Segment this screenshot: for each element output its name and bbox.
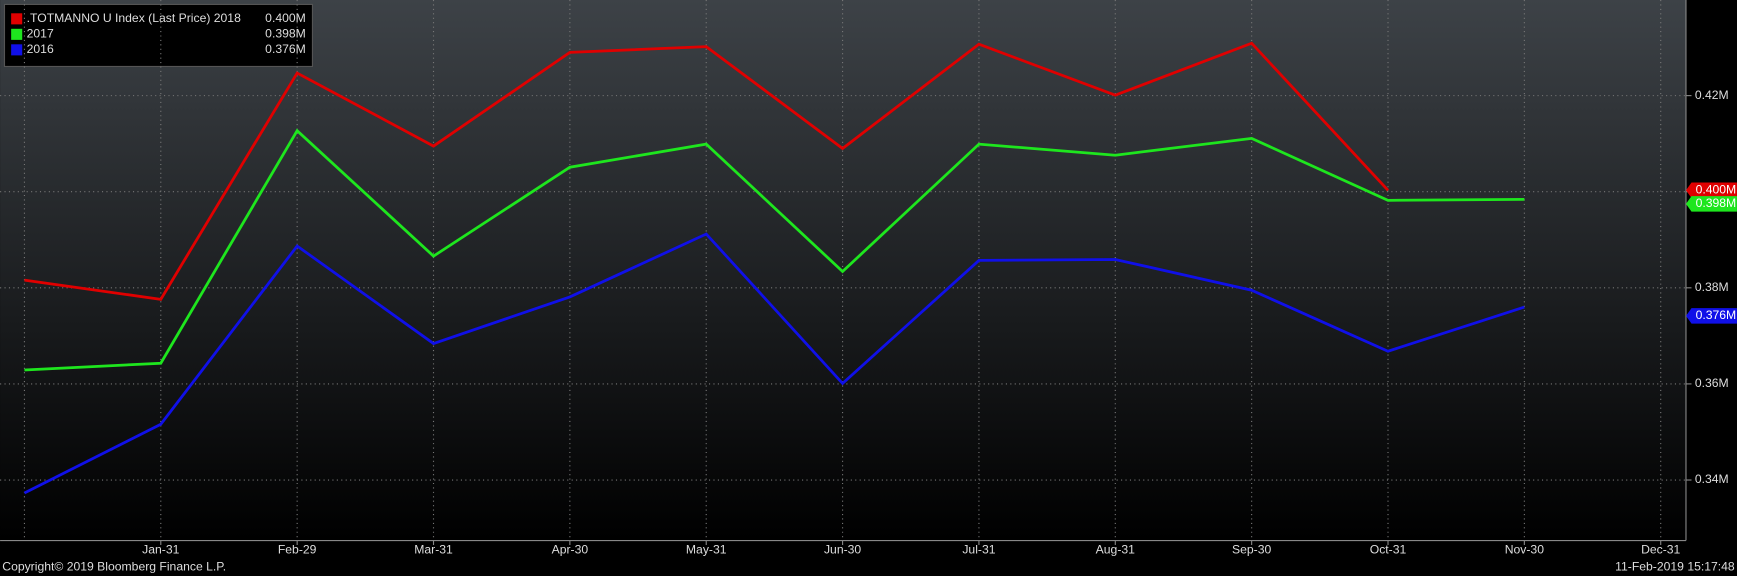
x-tick-label: Apr-30 [552,543,589,557]
series-line [24,41,1390,301]
x-tick-label: Aug-31 [1096,543,1135,557]
y-tick-label: 0.36M [1695,376,1729,390]
x-tick-label: Dec-31 [1641,543,1680,557]
x-tick-label: Jan-31 [142,543,179,557]
legend-value: 0.398M [265,27,306,41]
series-line [23,232,1525,495]
legend-value: 0.376M [265,42,306,56]
x-tick-label: Nov-30 [1505,543,1544,557]
legend-swatch [11,13,23,25]
x-tick-label: May-31 [686,543,727,557]
x-tick-label: Feb-29 [278,543,317,557]
x-tick-label: Jul-31 [962,543,995,557]
last-value-label: 0.376M [1696,308,1737,322]
legend-value: 0.400M [265,11,306,25]
legend-swatch [11,28,23,40]
legend-swatch [11,44,23,56]
legend-label: .TOTMANNO U Index (Last Price) 2018 [27,11,241,25]
last-value-label: 0.400M [1696,182,1737,196]
last-value-tag [1685,308,1737,324]
y-tick-label: 0.42M [1695,88,1729,102]
last-value-tag [1685,196,1737,212]
last-value-label: 0.398M [1696,196,1737,210]
legend-label: 2016 [27,42,54,56]
legend-label: 2017 [27,27,54,41]
footer-right: 11-Feb-2019 15:17:48 [1615,559,1735,573]
series-line [24,128,1525,372]
last-value-tag [1685,182,1737,199]
y-tick-label: 0.38M [1695,280,1729,294]
x-tick-label: Oct-31 [1370,543,1407,557]
x-tick-label: Sep-30 [1232,543,1271,557]
x-tick-label: Mar-31 [414,543,453,557]
y-tick-label: 0.34M [1695,472,1729,486]
x-tick-label: Jun-30 [824,543,861,557]
legend-box [3,3,313,68]
footer-left: Copyright© 2019 Bloomberg Finance L.P. [2,559,226,573]
